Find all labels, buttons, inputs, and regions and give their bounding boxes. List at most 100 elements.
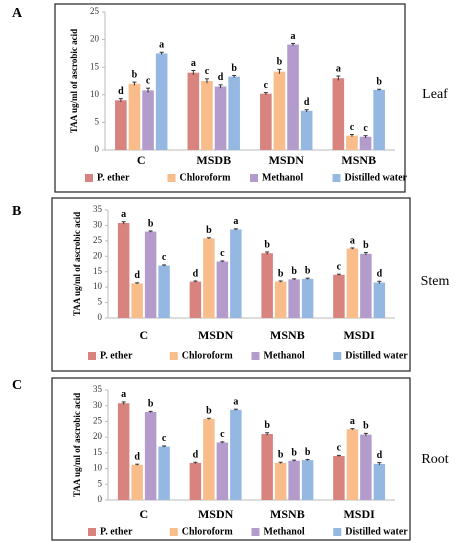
legend-swatch — [88, 528, 96, 536]
legend-label: Methanol — [262, 172, 303, 183]
y-tick-label: 5 — [98, 478, 103, 488]
significance-letter: b — [264, 420, 270, 431]
legend-swatch — [251, 352, 260, 360]
legend-label: Chloroform — [180, 172, 232, 183]
significance-letter: b — [206, 225, 212, 236]
bar — [274, 281, 287, 318]
legend-swatch — [333, 528, 342, 536]
bar — [288, 460, 300, 500]
y-tick-label: 20 — [90, 34, 100, 44]
x-tick-label: MSNB — [270, 328, 305, 342]
y-tick-label: 0 — [95, 144, 100, 154]
significance-letter: d — [134, 451, 140, 462]
y-tick-label: 5 — [98, 297, 103, 307]
y-tick-label: 30 — [93, 219, 103, 229]
bar — [142, 90, 154, 150]
significance-letter: c — [220, 248, 225, 259]
bar — [301, 460, 314, 500]
significance-letter: c — [220, 429, 225, 440]
significance-letter: b — [363, 240, 369, 251]
x-tick-label: C — [137, 153, 146, 167]
legend-label: P. ether — [100, 526, 133, 537]
significance-letter: d — [134, 270, 140, 281]
legend-label: Methanol — [264, 526, 305, 537]
organ-label: Stem — [421, 274, 450, 289]
bar — [203, 238, 215, 318]
bar — [261, 253, 273, 318]
legend-label: Chloroform — [182, 350, 234, 361]
legend-swatch — [167, 174, 176, 182]
x-tick-label: MSDN — [198, 328, 234, 342]
significance-letter: b — [264, 239, 270, 250]
bar — [216, 442, 229, 500]
panel-label: C — [12, 378, 22, 393]
y-tick-label: 25 — [93, 235, 103, 245]
y-tick-label: 5 — [95, 116, 100, 126]
x-tick-label: MSDN — [198, 507, 234, 521]
legend-label: Methanol — [264, 350, 305, 361]
bar — [360, 253, 372, 318]
y-tick-label: 25 — [90, 6, 100, 16]
significance-letter: a — [121, 209, 126, 220]
y-tick-label: 10 — [93, 281, 103, 291]
x-tick-label: MSDI — [343, 507, 375, 521]
significance-letter: b — [305, 447, 311, 458]
bar — [260, 93, 272, 150]
organ-label: Leaf — [422, 87, 448, 102]
significance-letter: c — [162, 433, 167, 444]
bar — [346, 248, 359, 318]
bar — [117, 222, 130, 318]
y-tick-label: 30 — [93, 400, 103, 410]
bar — [230, 229, 242, 318]
significance-letter: c — [162, 252, 167, 263]
legend-swatch — [250, 174, 258, 182]
significance-letter: a — [159, 40, 164, 51]
bar — [158, 446, 170, 500]
y-tick-label: 15 — [93, 266, 103, 276]
bar — [261, 434, 273, 500]
bar — [346, 429, 359, 500]
bar — [228, 76, 240, 150]
legend-swatch — [85, 174, 93, 182]
significance-letter: b — [231, 63, 237, 74]
significance-letter: c — [350, 122, 355, 133]
legend-swatch — [251, 528, 260, 536]
significance-letter: b — [277, 57, 283, 68]
bar — [189, 462, 202, 500]
legend-label: Distilled water — [345, 172, 408, 183]
bar — [144, 231, 157, 318]
organ-label: Root — [421, 452, 448, 467]
significance-letter: a — [350, 235, 355, 246]
bar — [155, 53, 168, 150]
significance-letter: b — [363, 421, 369, 432]
bar — [359, 136, 372, 150]
significance-letter: d — [193, 268, 199, 279]
bar — [189, 281, 202, 318]
bar — [144, 412, 157, 500]
significance-letter: d — [118, 86, 124, 97]
bar — [360, 434, 372, 500]
x-tick-label: MSDI — [343, 328, 375, 342]
significance-letter: b — [278, 268, 284, 279]
significance-letter: a — [233, 216, 238, 227]
bar — [131, 464, 143, 500]
legend-label: Chloroform — [182, 526, 234, 537]
bar — [117, 403, 130, 500]
significance-letter: a — [121, 389, 126, 400]
significance-letter: b — [291, 447, 297, 458]
bar — [346, 135, 358, 150]
bar — [158, 265, 170, 318]
bar — [332, 78, 345, 150]
panel-label: B — [12, 204, 21, 219]
y-tick-label: 10 — [93, 463, 103, 473]
legend-swatch — [333, 352, 342, 360]
legend-label: P. ether — [97, 172, 130, 183]
significance-letter: d — [377, 450, 383, 461]
panel-frame — [54, 3, 406, 193]
significance-letter: b — [132, 69, 138, 80]
significance-letter: a — [350, 416, 355, 427]
bar — [216, 261, 229, 318]
bar — [203, 418, 215, 500]
significance-letter: d — [193, 450, 199, 461]
significance-letter: a — [336, 63, 341, 74]
